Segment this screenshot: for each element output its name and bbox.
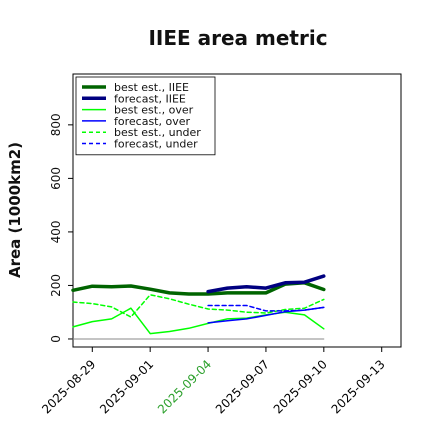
legend-entry: forecast, under xyxy=(114,138,198,151)
x-tick-label: 2025-09-13 xyxy=(329,357,388,416)
legend-entry: forecast, IIEE xyxy=(114,92,186,105)
y-tick-label: 800 xyxy=(49,113,63,136)
series-layer xyxy=(71,274,326,340)
legend-entry: best est., under xyxy=(114,126,201,139)
series-line-best-est-under xyxy=(72,294,325,318)
y-axis-label: Area (1000km2) xyxy=(6,142,24,278)
series-line-forecast-over xyxy=(207,306,325,324)
legend-entry: best est., IIEE xyxy=(114,81,189,94)
series-line-forecast-under xyxy=(207,304,325,312)
plot-frame xyxy=(72,73,402,348)
x-tick-label: 2025-09-07 xyxy=(213,357,272,416)
series-line-forecast-iiee xyxy=(206,274,326,294)
y-tick-label: 400 xyxy=(49,220,63,243)
y-tick-label: 0 xyxy=(49,335,63,343)
y-tick-label: 200 xyxy=(49,274,63,297)
x-tick-label: 2025-09-04 xyxy=(155,357,214,416)
series-line-best-est-iiee xyxy=(71,281,326,296)
x-tick-label: 2025-09-10 xyxy=(271,357,330,416)
legend-entry: best est., over xyxy=(114,104,194,117)
legend-entry: forecast, over xyxy=(114,115,190,128)
chart-title: IIEE area metric xyxy=(148,26,327,50)
legend-box xyxy=(75,76,216,156)
x-tick-label: 2025-09-01 xyxy=(97,357,156,416)
x-tick-label: 2025-08-29 xyxy=(39,357,98,416)
axis-ticks: 02004006008002025-08-292025-09-012025-09… xyxy=(39,113,388,416)
y-tick-label: 600 xyxy=(49,167,63,190)
